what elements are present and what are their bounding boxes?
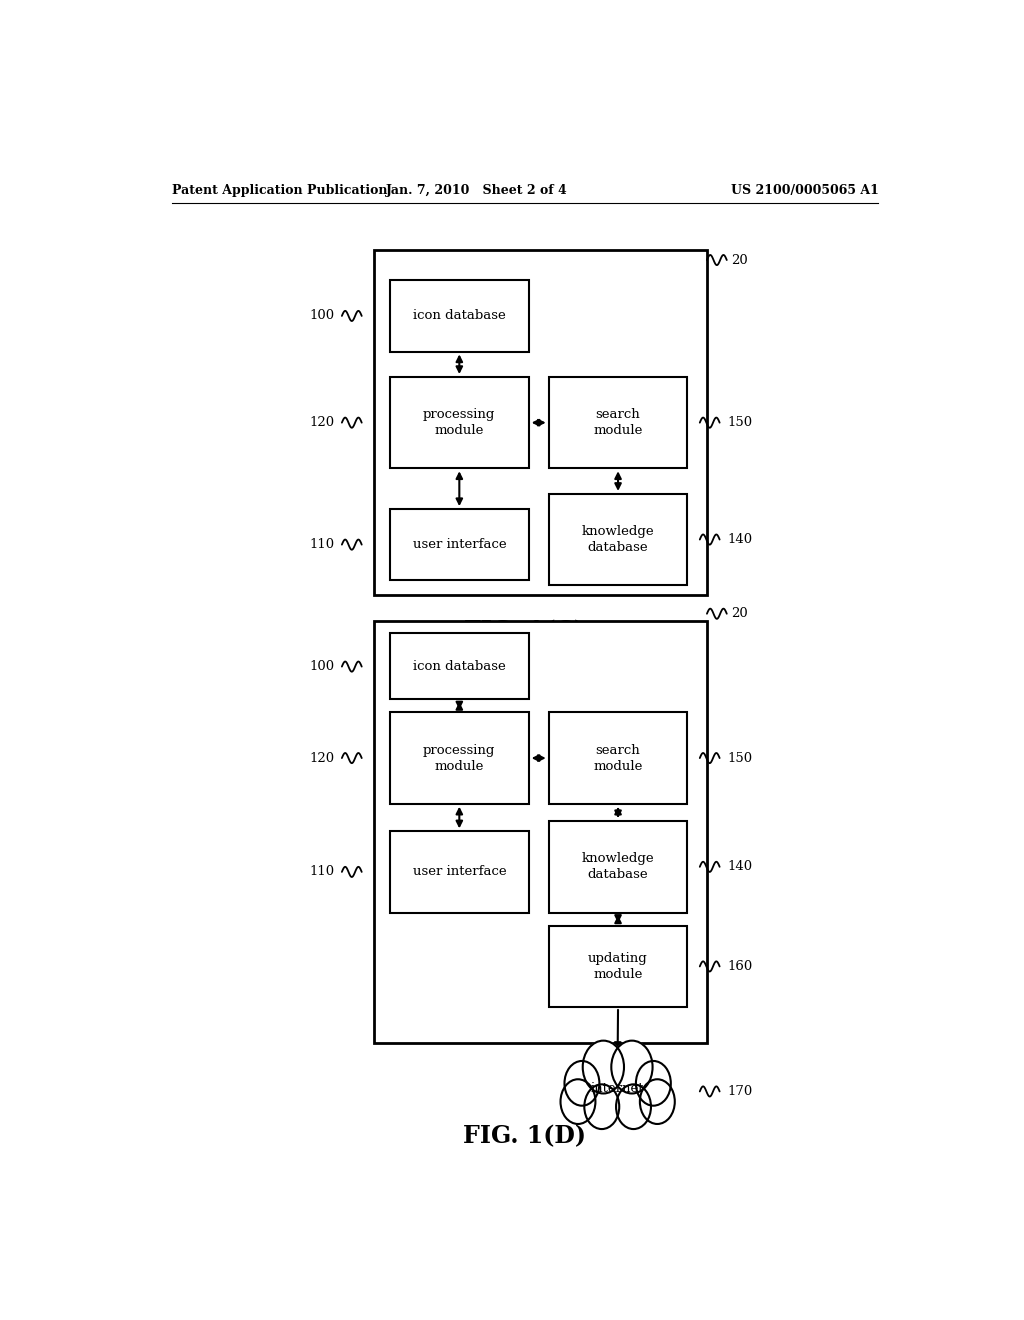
Bar — [390, 832, 528, 912]
Circle shape — [611, 1040, 652, 1093]
Bar — [390, 280, 528, 351]
Text: Jan. 7, 2010   Sheet 2 of 4: Jan. 7, 2010 Sheet 2 of 4 — [386, 185, 568, 198]
Text: search
module: search module — [593, 408, 643, 437]
Text: 170: 170 — [727, 1085, 753, 1098]
Bar — [549, 821, 687, 912]
Text: knowledge
database: knowledge database — [582, 525, 654, 554]
Text: internet: internet — [591, 1082, 644, 1094]
Circle shape — [616, 1084, 651, 1129]
Text: updating
module: updating module — [588, 952, 648, 981]
Text: FIG. 1(D): FIG. 1(D) — [463, 1125, 587, 1148]
Text: 140: 140 — [727, 533, 753, 546]
Bar — [374, 620, 708, 1043]
Text: Patent Application Publication: Patent Application Publication — [172, 185, 387, 198]
Bar — [390, 378, 528, 469]
Text: 110: 110 — [309, 866, 334, 878]
Text: 110: 110 — [309, 539, 334, 552]
Bar — [390, 713, 528, 804]
Circle shape — [640, 1080, 675, 1123]
Text: 140: 140 — [727, 861, 753, 874]
Bar — [549, 494, 687, 585]
Text: search
module: search module — [593, 743, 643, 772]
Text: 20: 20 — [731, 607, 748, 620]
Text: icon database: icon database — [413, 660, 506, 673]
Bar — [549, 925, 687, 1007]
Text: 150: 150 — [727, 416, 753, 429]
Text: user interface: user interface — [413, 866, 506, 878]
Circle shape — [583, 1040, 624, 1093]
Text: 120: 120 — [309, 416, 334, 429]
Text: 160: 160 — [727, 960, 753, 973]
Text: 120: 120 — [309, 751, 334, 764]
Bar — [390, 510, 528, 581]
Bar — [390, 634, 528, 700]
Text: 20: 20 — [731, 253, 748, 267]
Circle shape — [564, 1061, 599, 1106]
Text: US 2100/0005065 A1: US 2100/0005065 A1 — [731, 185, 879, 198]
Bar — [549, 378, 687, 469]
Bar — [549, 713, 687, 804]
Text: icon database: icon database — [413, 309, 506, 322]
Text: 150: 150 — [727, 751, 753, 764]
Text: 100: 100 — [309, 660, 334, 673]
Circle shape — [636, 1061, 671, 1106]
Text: processing
module: processing module — [423, 743, 496, 772]
Text: knowledge
database: knowledge database — [582, 853, 654, 882]
Circle shape — [560, 1080, 595, 1123]
Text: 100: 100 — [309, 309, 334, 322]
Bar — [374, 249, 708, 595]
Text: processing
module: processing module — [423, 408, 496, 437]
Text: FIG. 1(C): FIG. 1(C) — [464, 619, 586, 643]
Text: user interface: user interface — [413, 539, 506, 552]
Circle shape — [585, 1084, 620, 1129]
